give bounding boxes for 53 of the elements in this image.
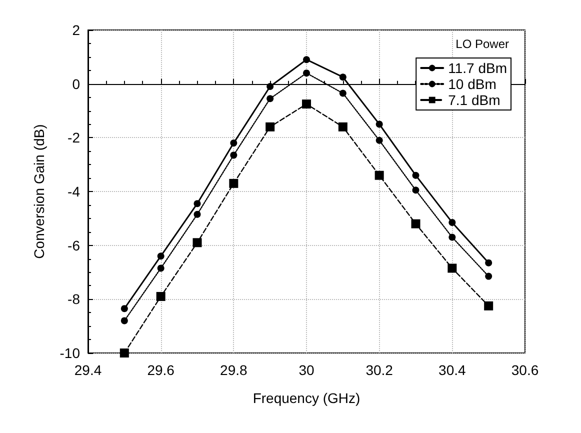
point	[376, 120, 383, 128]
y-tick-label: -4	[68, 184, 80, 200]
x-tick-label: 30.4	[438, 362, 466, 378]
legend-title: LO Power	[456, 37, 510, 51]
point	[448, 234, 456, 241]
point	[192, 238, 202, 248]
point	[303, 56, 310, 64]
legend-label: 10 dBm	[448, 76, 496, 92]
point	[448, 264, 457, 273]
point	[303, 70, 310, 77]
point	[339, 74, 346, 81]
x-tick-label: 29.6	[147, 362, 175, 378]
x-tick-label: 30	[298, 362, 314, 378]
y-tick-label: -2	[68, 130, 80, 146]
point	[230, 152, 238, 159]
point	[302, 100, 311, 109]
point	[412, 186, 420, 194]
point	[120, 317, 128, 324]
point	[157, 264, 164, 272]
point	[266, 83, 274, 90]
point	[338, 122, 348, 132]
point	[448, 218, 456, 226]
x-axis-title: Frequency (GHz)	[252, 390, 360, 406]
x-tick-label: 30.2	[366, 362, 394, 378]
point	[376, 136, 383, 144]
x-tick-label: 29.4	[74, 362, 102, 378]
y-tick-label: -6	[68, 237, 80, 254]
y-axis-title: Conversion Gain (dB)	[31, 124, 47, 259]
y-tick-label: -8	[68, 291, 80, 308]
point	[120, 305, 128, 312]
point	[411, 219, 420, 228]
point	[230, 140, 238, 147]
point	[485, 272, 492, 280]
x-tick-label: 30.6	[511, 362, 539, 378]
point	[156, 292, 166, 301]
point	[374, 170, 384, 180]
legend-label: 7.1 dBm	[448, 92, 500, 108]
point	[229, 178, 238, 188]
point	[339, 90, 346, 97]
x-tick-label: 29.8	[220, 362, 248, 378]
point	[194, 200, 201, 208]
point	[485, 259, 492, 266]
y-tick-label: 2	[72, 22, 80, 38]
point	[266, 95, 274, 102]
point	[266, 122, 275, 132]
point	[157, 252, 164, 260]
point	[412, 172, 420, 179]
y-tick-label: -10	[60, 345, 80, 361]
point	[194, 210, 201, 218]
y-tick-label: 0	[72, 76, 80, 92]
point	[120, 348, 129, 358]
legend-label: 11.7 dBm	[448, 60, 508, 76]
point	[484, 301, 494, 310]
